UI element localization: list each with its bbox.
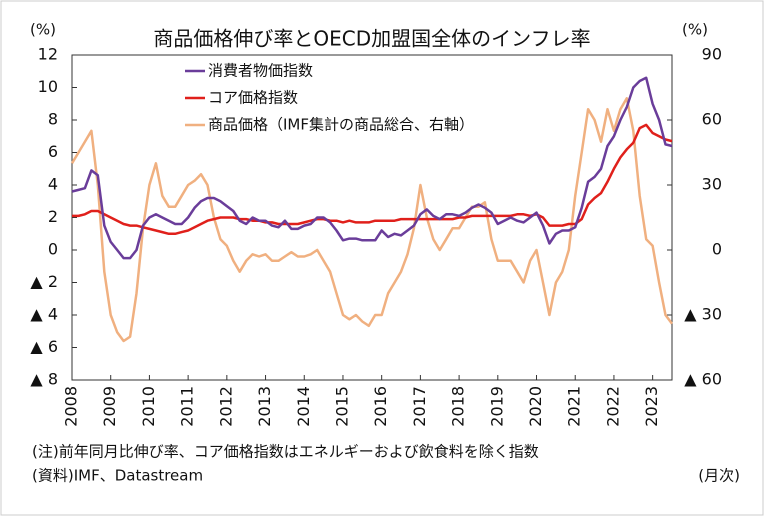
x-tick-label: 2023 — [642, 386, 661, 427]
y-tick-label: 6 — [48, 142, 58, 161]
y2-tick-label: 90 — [702, 45, 722, 64]
y-tick-label: ▲ 8 — [30, 370, 58, 389]
y2-tick-label: 60 — [702, 110, 722, 129]
legend-label: 消費者物価指数 — [208, 62, 313, 80]
series-line — [71, 76, 673, 260]
y-tick-label: 12 — [38, 45, 58, 64]
x-tick-label: 2018 — [449, 386, 468, 427]
x-tick-label: 2019 — [487, 386, 506, 427]
x-tick-label: 2013 — [255, 386, 274, 427]
y-tick-label: ▲ 4 — [30, 305, 58, 324]
y-tick-label: ▲ 2 — [30, 272, 58, 291]
y-tick-label: 2 — [48, 207, 58, 226]
legend-label: コア価格指数 — [208, 89, 298, 107]
y2-axis-unit: (%) — [682, 21, 708, 39]
x-tick-label: 2008 — [62, 386, 81, 427]
y-tick-label: 8 — [48, 110, 58, 129]
y2-tick-label: ▲ 30 — [684, 305, 722, 324]
y2-tick-label: 30 — [702, 175, 722, 194]
y-tick-label: 4 — [48, 175, 58, 194]
series-line — [72, 123, 673, 236]
x-tick-label: 2010 — [139, 386, 158, 427]
x-tick-label: 2020 — [526, 386, 545, 427]
y-tick-label: 10 — [38, 77, 58, 96]
y2-tick-label: 0 — [712, 240, 722, 259]
x-tick-label: 2014 — [294, 386, 313, 427]
x-tick-label: 2016 — [371, 386, 390, 427]
x-tick-label: 2009 — [100, 386, 119, 427]
x-tick-label: 2021 — [565, 386, 584, 427]
note: (注)前年同月比伸び率、コア価格指数はエネルギーおよび飲食料を除く指数 — [32, 443, 539, 461]
x-tick-label: 2015 — [332, 386, 351, 427]
x-tick-label: 2012 — [216, 386, 235, 427]
legend-label: 商品価格（IMF集計の商品総合、右軸） — [208, 116, 474, 134]
x-tick-label: 2022 — [603, 386, 622, 427]
x-tick-label: 2011 — [178, 386, 197, 427]
chart-title: 商品価格伸び率とOECD加盟国全体のインフレ率 — [153, 27, 590, 51]
y-tick-label: 0 — [48, 240, 58, 259]
source: (資料)IMF、Datastream — [32, 467, 203, 485]
x-tick-label: 2017 — [410, 386, 429, 427]
y-tick-label: ▲ 6 — [30, 337, 58, 356]
y-axis-unit: (%) — [30, 21, 56, 39]
y2-tick-label: ▲ 60 — [684, 370, 722, 389]
x-axis-unit: (月次) — [698, 467, 740, 485]
